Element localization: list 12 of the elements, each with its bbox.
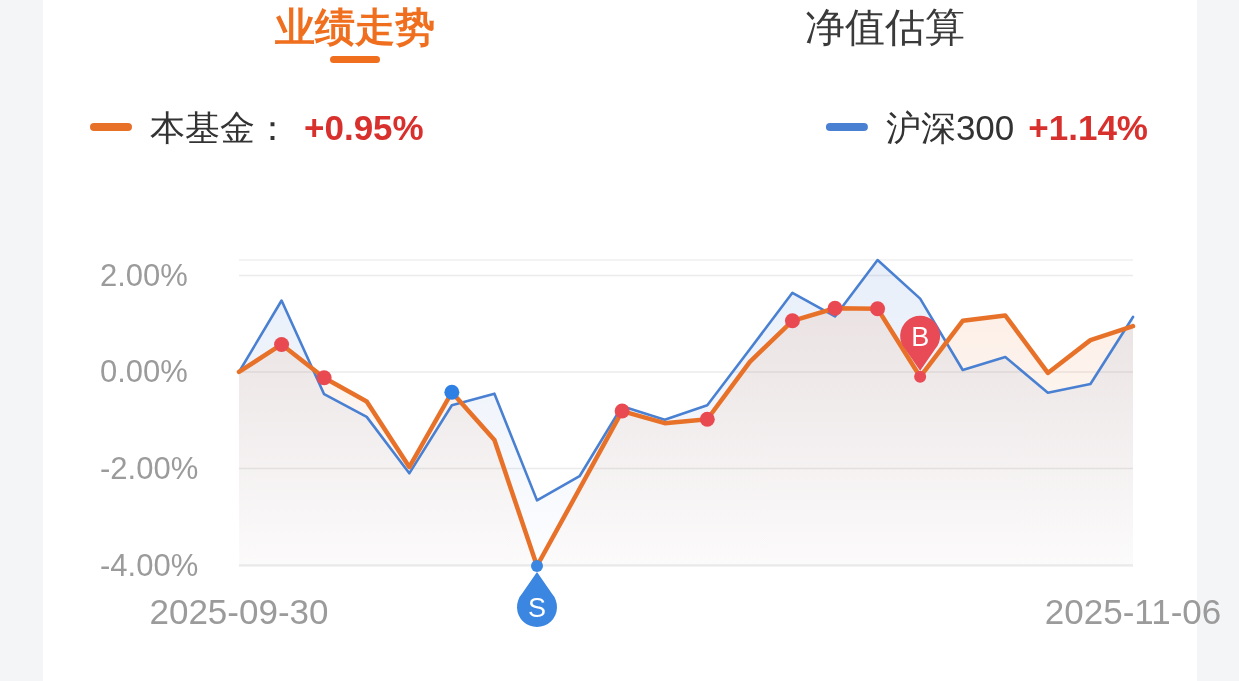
legend-label: 沪深300: [885, 107, 1015, 147]
y-tick-label: -4.00%: [100, 547, 199, 583]
x-tick-label: 2025-11-06: [1044, 591, 1222, 631]
tab-label: 净值估算: [805, 5, 965, 49]
legend-label: 本基金：: [150, 107, 290, 147]
y-tick-label: 2.00%: [100, 257, 188, 293]
data-label: S: [527, 593, 547, 623]
title: 业绩走势: [275, 5, 435, 49]
x-tick-label: 2025-09-30: [149, 591, 329, 631]
data-label: B: [911, 321, 930, 352]
y-tick-label: 0.00%: [100, 354, 188, 390]
y-tick-label: -2.00%: [100, 451, 199, 486]
